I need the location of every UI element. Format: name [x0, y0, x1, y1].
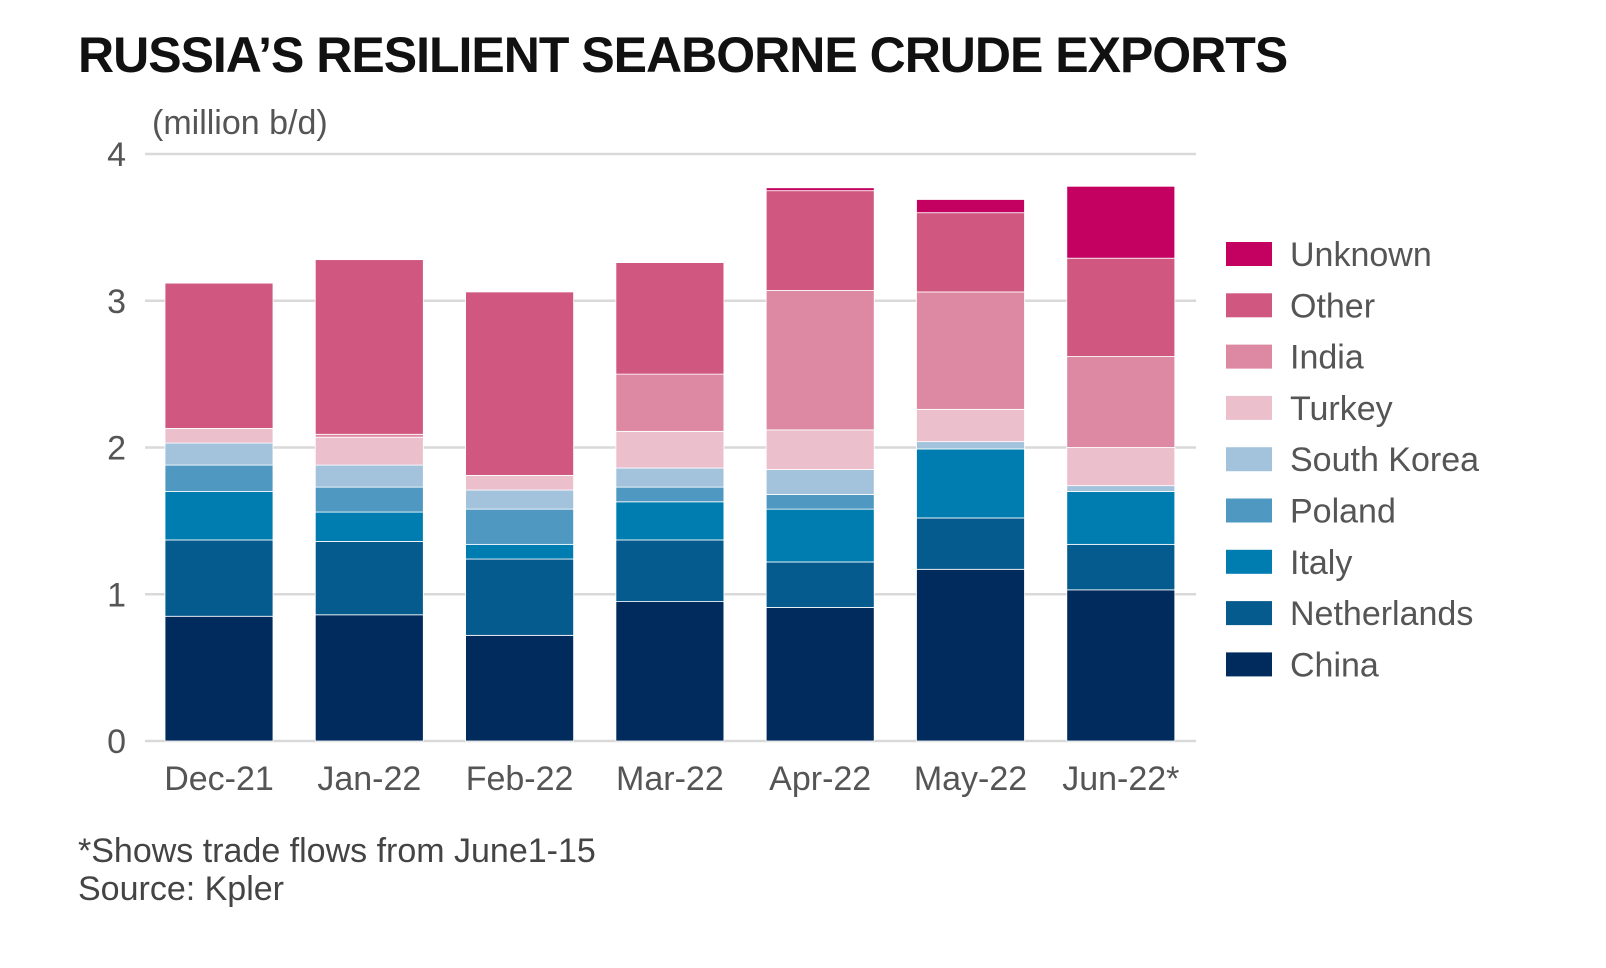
legend: Unknown Other India Turkey South Korea Poland… — [1226, 236, 1479, 684]
bar-segment — [615, 501, 725, 541]
bar-segment — [314, 433, 424, 438]
legend-label: Unknown — [1290, 236, 1432, 274]
legend-swatch — [1226, 344, 1272, 369]
bar-segment — [1066, 485, 1176, 492]
bar-segment — [916, 291, 1025, 410]
bar-segment — [765, 187, 875, 192]
bar-segment — [465, 543, 575, 560]
bar-segment — [916, 408, 1025, 443]
legend-swatch — [1226, 549, 1272, 574]
bar-segment — [1066, 447, 1176, 487]
legend-label: Poland — [1290, 493, 1396, 531]
bar-segment — [916, 448, 1025, 519]
bar-segment — [615, 262, 725, 375]
legend-label: Turkey — [1290, 390, 1393, 428]
legend-label: Netherlands — [1290, 595, 1473, 633]
legend-swatch — [1226, 293, 1272, 318]
bar-segment — [164, 282, 274, 429]
bar-segment — [765, 469, 875, 495]
bar-segment — [314, 511, 424, 542]
y-tick-label: 2 — [107, 430, 126, 468]
x-tick-label: Apr-22 — [769, 760, 871, 798]
bar-segment — [615, 430, 725, 469]
bar-segment — [164, 491, 274, 541]
bar-segment — [765, 290, 875, 431]
bar-segment — [164, 615, 274, 742]
legend-swatch — [1226, 652, 1272, 677]
bar-segment — [615, 539, 725, 602]
x-tick-label: Mar-22 — [616, 760, 724, 798]
bar-segment — [314, 541, 424, 616]
y-tick-label: 1 — [107, 576, 126, 614]
bar-segment — [765, 561, 875, 608]
axis-labels: 0 1 2 3 4 Dec-21 Jan-22 Feb-22 Mar-22 Apr-22 May-2… — [107, 136, 1179, 798]
x-tick-label: Jan-22 — [317, 760, 421, 798]
bar-segment — [1066, 543, 1176, 591]
bar-segment — [615, 486, 725, 503]
y-axis-label: (million b/d) — [152, 104, 328, 142]
bar-segment — [916, 212, 1025, 293]
legend-label: India — [1290, 339, 1364, 377]
footnotes: *Shows trade flows from June1-15 Source:… — [78, 832, 596, 908]
y-tick-label: 4 — [107, 136, 126, 174]
bar-segment — [465, 474, 575, 491]
bar-segment — [1066, 185, 1176, 259]
bar-segment — [314, 614, 424, 742]
bar-segment — [164, 428, 274, 444]
bar-segment — [765, 607, 875, 742]
bar-segment — [164, 539, 274, 617]
bar-segment — [465, 489, 575, 510]
bar-segment — [765, 190, 875, 291]
legend-label: Other — [1290, 287, 1375, 325]
x-tick-label: Jun-22* — [1062, 760, 1179, 798]
source-text: Source: Kpler — [78, 870, 284, 908]
bar-segment — [1066, 356, 1176, 448]
bar-segment — [465, 558, 575, 636]
legend-swatch — [1226, 447, 1272, 472]
y-tick-label: 0 — [107, 723, 126, 761]
bar-segment — [314, 259, 424, 435]
legend-label: South Korea — [1290, 441, 1479, 479]
bar-segment — [765, 494, 875, 510]
bar-segment — [1066, 589, 1176, 742]
bar-segment — [314, 464, 424, 488]
bar-segment — [765, 429, 875, 470]
bar-segment — [164, 442, 274, 466]
legend-swatch — [1226, 395, 1272, 420]
bar-segment — [164, 464, 274, 492]
x-tick-label: Dec-21 — [164, 760, 274, 798]
bar-segment — [465, 634, 575, 742]
legend-swatch — [1226, 498, 1272, 523]
x-tick-label: Feb-22 — [466, 760, 574, 798]
bars — [164, 185, 1176, 742]
bar-segment — [314, 486, 424, 513]
bar-segment — [765, 508, 875, 563]
legend-label: Italy — [1290, 544, 1352, 582]
bar-segment — [314, 436, 424, 466]
legend-swatch — [1226, 242, 1272, 266]
bar-segment — [916, 568, 1025, 742]
bar-segment — [615, 373, 725, 432]
bar-segment — [465, 508, 575, 545]
footnote-text: *Shows trade flows from June1-15 — [78, 832, 596, 870]
bar-segment — [916, 199, 1025, 214]
bar-segment — [1066, 257, 1176, 357]
bar-segment — [465, 291, 575, 476]
bar-segment — [615, 601, 725, 742]
bar-segment — [916, 517, 1025, 570]
bar-segment — [615, 467, 725, 488]
x-tick-label: May-22 — [914, 760, 1027, 798]
chart-title: RUSSIA’S RESILIENT SEABORNE CRUDE EXPORT… — [78, 27, 1288, 83]
legend-label: China — [1290, 646, 1379, 684]
y-tick-label: 3 — [107, 283, 126, 321]
legend-swatch — [1226, 601, 1272, 626]
bar-segment — [916, 441, 1025, 450]
bar-segment — [1066, 491, 1176, 545]
